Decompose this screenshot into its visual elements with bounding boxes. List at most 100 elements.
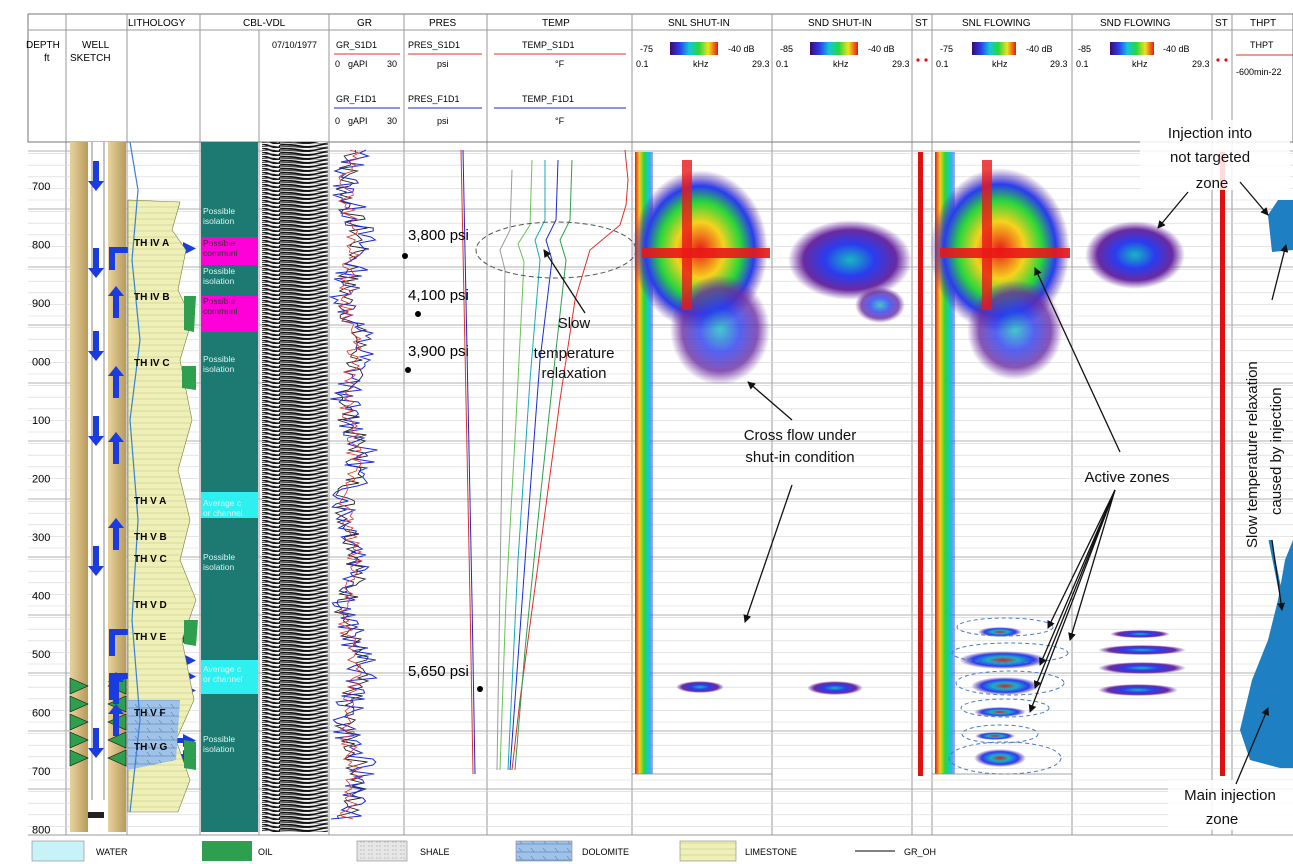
snd-shutin-fmin: 0.1: [776, 59, 789, 69]
cbl-label: Possible: [203, 734, 235, 744]
cross-flow-line2: shut-in condition: [745, 449, 854, 466]
flow-arrow-head: [88, 748, 104, 758]
cbl-label: Possible: [203, 354, 235, 364]
log-curves: [328, 149, 629, 820]
snd-flowing-header: SND FLOWING: [1100, 18, 1171, 29]
depth-label: 000: [32, 357, 50, 369]
flow-arrow-head: [88, 566, 104, 576]
snd-flowing-min: -85: [1078, 44, 1091, 54]
gr-f1d1-min: 0: [335, 116, 340, 126]
slow-temp-line1: Slow: [558, 315, 591, 332]
plug: [88, 812, 104, 818]
slow-temp-line3: relaxation: [541, 365, 606, 382]
flow-arrow: [93, 728, 99, 748]
pressure-label: 3,800 psi: [408, 227, 469, 244]
pressure-point: [477, 686, 483, 692]
active-zone-spot: [971, 677, 1039, 695]
legend-dolomite-label: DOLOMITE: [582, 847, 629, 857]
depth-label: 700: [32, 766, 50, 778]
snd-flowing-fmax: 29.3: [1192, 59, 1210, 69]
main-injection-line2: zone: [1206, 811, 1239, 828]
flow-arrow: [113, 442, 119, 464]
legend-water-label: WATER: [96, 847, 128, 857]
snd-shutin-max: -40 dB: [868, 44, 895, 54]
snd-shutin-min: -85: [780, 44, 793, 54]
flow-arrow-head: [88, 351, 104, 361]
pres-s1d1-unit: psi: [437, 59, 449, 69]
lateral-arrow-head: [183, 242, 196, 255]
dolomite-fill: [128, 700, 180, 770]
legend-shale-swatch: [356, 840, 408, 862]
snd-flowing-colorbar: [1110, 42, 1154, 55]
temp-curve-lightgreen: [499, 159, 533, 771]
oil-shows: [182, 296, 198, 770]
cbl-label: Possible: [203, 206, 235, 216]
snl-shutin-spot: [676, 681, 724, 693]
snl-flowing-funit: kHz: [992, 59, 1008, 69]
temp-s1d1-unit: °F: [555, 59, 565, 69]
snl-shutin-colorbar: [670, 42, 718, 55]
pressure-points: 3,800 psi 4,100 psi 3,900 psi 5,650 psi: [402, 227, 483, 692]
temp-f1d1-unit: °F: [555, 116, 565, 126]
snl-shutin-fmax: 29.3: [752, 59, 770, 69]
cbl-channel-1: [201, 492, 258, 518]
zone-label: TH V E: [134, 632, 167, 643]
snd-shutin-funit: kHz: [833, 59, 849, 69]
legend-dolomite-swatch: [515, 840, 573, 862]
depth-label: 600: [32, 708, 50, 720]
flow-arrow: [93, 248, 99, 268]
legend-limestone-label: LIMESTONE: [745, 847, 797, 857]
snd-shutin-colorbar: [810, 42, 858, 55]
well-header-1: WELL: [82, 40, 110, 51]
flow-arrow-head: [108, 704, 124, 714]
snl-shutin-fmin: 0.1: [636, 59, 649, 69]
temp-curve-teal: [507, 160, 546, 771]
active-zone-spot: [974, 707, 1026, 717]
st1-dot: [916, 58, 920, 62]
depth-unit: ft: [44, 53, 50, 64]
depth-label: 100: [32, 415, 50, 427]
flow-arrow-head: [108, 286, 124, 296]
casing-wall-right: [108, 142, 126, 832]
gr-s1d1-min: 0: [335, 59, 340, 69]
snl-shutin-trail: [635, 152, 653, 774]
snl-shutin-vband: [682, 160, 692, 310]
legend-gr-oh-label: GR_OH: [904, 847, 936, 857]
snd-shutin-blob: [788, 220, 912, 300]
slow-temp-injection-line2: caused by injection: [1268, 387, 1285, 515]
depth-label: 900: [32, 298, 50, 310]
snd-shutin-header: SND SHUT-IN: [808, 18, 872, 29]
flow-arrow-head: [108, 518, 124, 528]
zone-label: TH V C: [134, 554, 167, 565]
legend-limestone-swatch: [679, 840, 737, 862]
zone-label: TH V G: [134, 742, 168, 753]
temp-header: TEMP: [542, 18, 570, 29]
cbl-label: communi: [203, 306, 238, 316]
snl-shutin-funit: kHz: [693, 59, 709, 69]
thpt-sub: THPT: [1250, 40, 1274, 50]
snl-flowing-min: -75: [940, 44, 953, 54]
zone-labels: TH IV A TH IV B TH IV C TH V A TH V B TH V C T…: [134, 238, 170, 753]
slow-temp-injection-line1: Slow temperature relaxation: [1244, 361, 1261, 548]
flow-arrow-head: [108, 366, 124, 376]
flow-arrow-head: [88, 436, 104, 446]
flow-arrow: [93, 161, 99, 181]
pres-s1d1-label: PRES_S1D1: [408, 40, 460, 50]
zone-label: TH IV C: [134, 358, 170, 369]
depth-label: 400: [32, 591, 50, 603]
cbl-label: isolation: [203, 276, 234, 286]
pres-s1d1-curve: [460, 149, 474, 775]
cbl-communication-1: [201, 237, 258, 265]
vdl-waveform: [262, 142, 328, 832]
active-zone-spot: [974, 749, 1026, 767]
flow-arrow: [113, 682, 119, 704]
active-zone-spot: [975, 732, 1015, 740]
slow-temp-line2: temperature: [534, 345, 615, 362]
gr-s1d1-label: GR_S1D1: [336, 40, 377, 50]
limestone-fill: [127, 199, 197, 813]
snl-flowing-header: SNL FLOWING: [962, 18, 1031, 29]
cross-flow-line1: Cross flow under: [744, 427, 857, 444]
st2-dot: [1216, 58, 1220, 62]
st1-dot: [924, 58, 928, 62]
snd-flowing-spot: [1110, 630, 1170, 638]
